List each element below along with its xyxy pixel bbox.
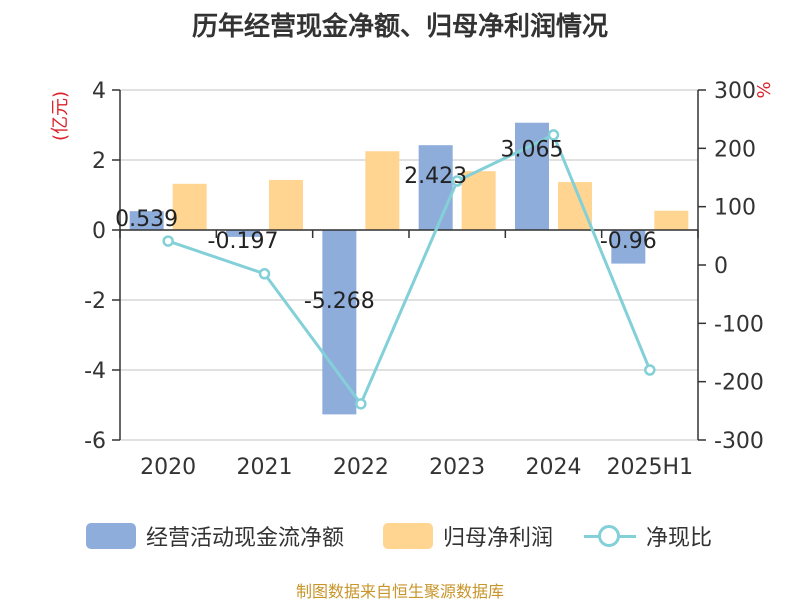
- bar-net-profit: [172, 183, 207, 230]
- left-axis-tick-label: -4: [84, 359, 106, 384]
- point-ratio: [258, 268, 271, 280]
- right-axis-tick-label: -300: [714, 429, 764, 454]
- legend-label-ratio: 净现比: [646, 526, 713, 551]
- point-ratio: [547, 129, 560, 141]
- bar-cash-flow: [418, 145, 453, 230]
- x-axis-tick-label: 2021: [237, 455, 293, 480]
- bar-cash-flow: [611, 230, 646, 264]
- bar-net-profit: [365, 151, 400, 230]
- legend-item-ratio[interactable]: 净现比: [584, 516, 712, 556]
- legend-item-cash-flow[interactable]: 经营活动现金流净额: [86, 516, 344, 556]
- point-ratio: [162, 235, 174, 247]
- point-ratio: [451, 175, 463, 187]
- point-ratio: [644, 364, 656, 376]
- legend-label-net-profit: 归母净利润: [443, 526, 554, 551]
- right-axis-tick-label: 0: [714, 254, 728, 279]
- legend-item-net-profit[interactable]: 归母净利润: [383, 516, 553, 556]
- bar-cash-flow: [129, 211, 164, 230]
- chart-plot: 4 2 0 -2 -4 -6 300 200 100 0 -100 -200 -300 (亿元)% 2020…: [50, 79, 775, 480]
- line-ratio: [167, 133, 652, 406]
- data-label-cash-flow: 2.423: [404, 164, 467, 189]
- data-label-cash-flow: -5.268: [304, 289, 375, 314]
- right-axis-tick-label: 300: [714, 79, 756, 104]
- legend-swatch-cash-flow: [86, 523, 136, 549]
- legend-swatch-net-profit: [383, 523, 433, 549]
- right-axis-tick-label: -100: [714, 312, 764, 337]
- data-label-cash-flow: 0.539: [115, 207, 178, 232]
- right-axis-tick-label: 200: [714, 137, 756, 162]
- data-label-cash-flow: 3.065: [501, 138, 564, 163]
- bar-cash-flow: [226, 230, 260, 237]
- left-axis-tick-label: -6: [84, 429, 106, 454]
- data-label-cash-flow: -0.96: [600, 229, 657, 254]
- chart-title: 历年经营现金净额、归母净利润情况: [191, 12, 608, 42]
- bar-net-profit: [654, 210, 689, 230]
- x-axis-tick-label: 2024: [526, 455, 582, 480]
- left-axis-tick-label: 2: [92, 149, 106, 174]
- bar-net-profit: [461, 171, 496, 230]
- right-axis-tick-label: -200: [714, 371, 764, 396]
- bar-net-profit: [269, 179, 303, 230]
- left-axis-unit: (亿元): [50, 91, 71, 141]
- right-axis-unit: %: [754, 81, 775, 98]
- data-label-cash-flow: -0.197: [208, 229, 279, 254]
- chart-legend: 经营活动现金流净额 归母净利润 净现比: [0, 516, 800, 556]
- bar-cash-flow: [322, 230, 357, 415]
- left-axis-tick-label: 0: [92, 219, 106, 244]
- left-axis-tick-label: 4: [92, 79, 106, 104]
- x-axis-tick-label: 2025H1: [607, 455, 694, 480]
- x-axis-tick-label: 2023: [429, 455, 485, 480]
- data-source-note: 制图数据来自恒生聚源数据库: [295, 582, 504, 601]
- x-axis-tick-label: 2020: [140, 455, 196, 480]
- x-axis-tick-label: 2022: [333, 455, 389, 480]
- left-axis-tick-label: -2: [84, 289, 106, 314]
- right-axis-tick-label: 100: [714, 196, 756, 221]
- legend-label-cash-flow: 经营活动现金流净额: [146, 526, 345, 551]
- legend-swatch-ratio: [584, 523, 636, 549]
- point-ratio: [355, 398, 367, 410]
